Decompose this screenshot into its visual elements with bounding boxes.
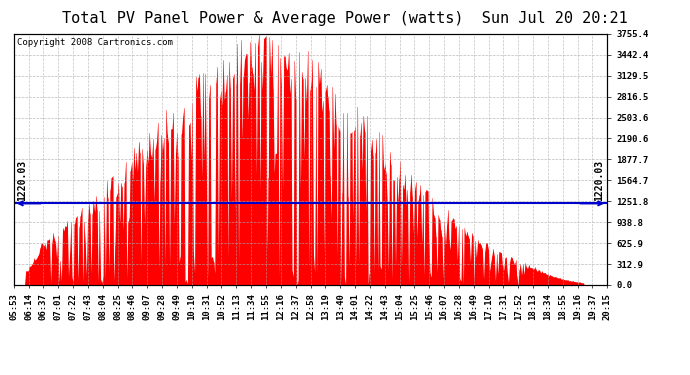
Text: Copyright 2008 Cartronics.com: Copyright 2008 Cartronics.com [17, 38, 172, 46]
Text: 1220.03: 1220.03 [593, 160, 604, 201]
Text: Total PV Panel Power & Average Power (watts)  Sun Jul 20 20:21: Total PV Panel Power & Average Power (wa… [62, 11, 628, 26]
Text: 1220.03: 1220.03 [17, 160, 28, 201]
